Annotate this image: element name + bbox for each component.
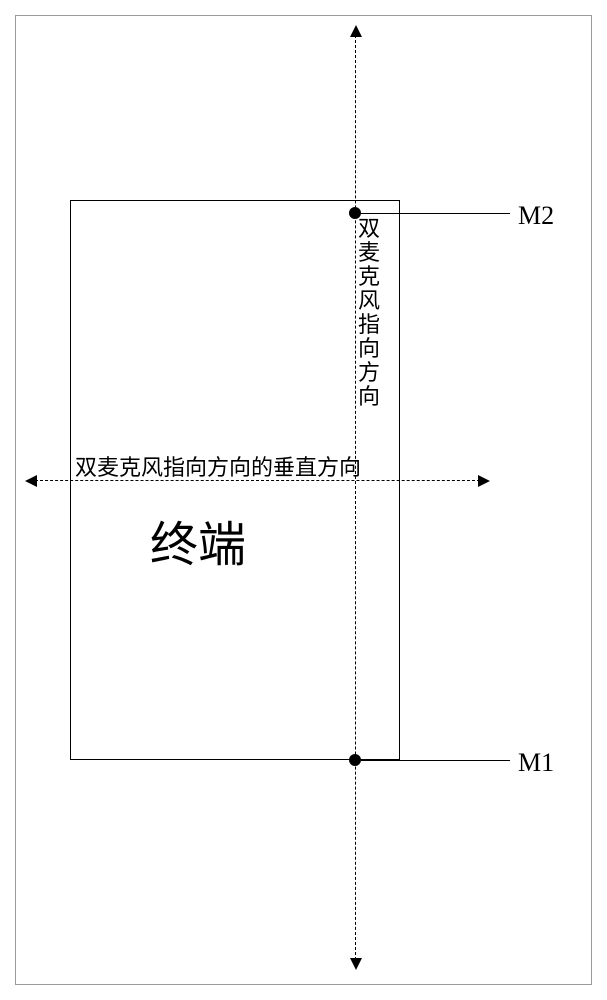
- arrow-left-icon: [25, 475, 37, 487]
- mic-m1-dot: [349, 754, 361, 766]
- leader-m1: [361, 760, 510, 761]
- arrow-down-icon: [350, 958, 362, 970]
- vertical-axis-label: 双麦克风指向方向: [358, 218, 380, 410]
- horizontal-axis-label: 双麦克风指向方向的垂直方向: [75, 450, 361, 482]
- arrow-right-icon: [478, 475, 490, 487]
- leader-m2: [361, 213, 510, 214]
- diagram-canvas: M1 M2 终端 双麦克风指向方向的垂直方向 双麦克风指向方向: [0, 0, 607, 1000]
- arrow-up-icon: [350, 25, 362, 37]
- center-text: 终端: [150, 505, 246, 575]
- label-m2: M2: [518, 201, 554, 231]
- label-m1: M1: [518, 748, 554, 778]
